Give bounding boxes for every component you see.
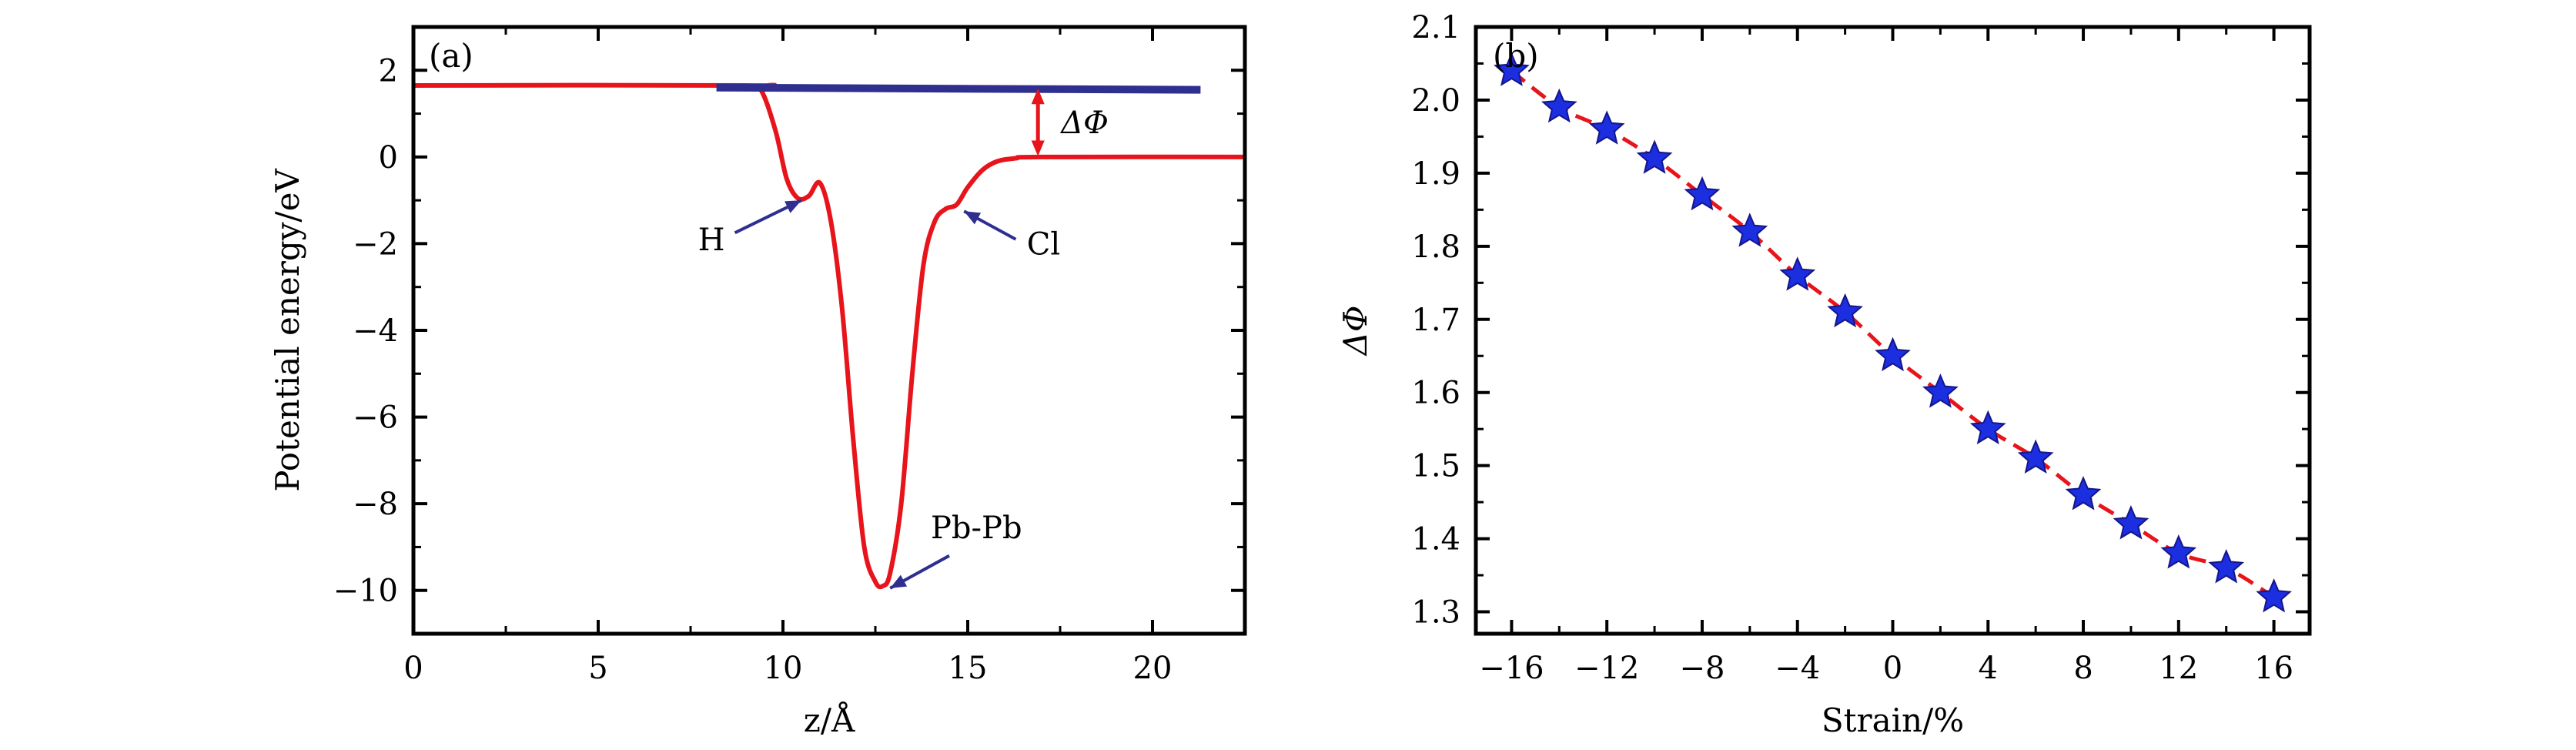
panel-b-x-tick-label: −12 (1574, 651, 1639, 686)
panel-a-y-tick-label: 2 (379, 53, 398, 89)
panel-b-ticks: −16 −12 −8 −4 0 4 8 12 16 1.3 1.4 1.5 1.6 1.7 1.8 1.9 2.… (1411, 10, 2310, 686)
panel-b-star-marker (2017, 439, 2054, 474)
panel-b-star-marker (1494, 52, 1530, 86)
panel-a-x-tick-label: 5 (588, 651, 607, 686)
panel-b-x-tick-label: 0 (1883, 651, 1902, 686)
panel-a-y-tick-label: −4 (353, 313, 398, 349)
panel-b-markers (1494, 52, 2292, 613)
panel-b-star-marker (1636, 139, 1673, 174)
cl-annotation: Cl (1027, 226, 1060, 262)
cl-arrow-head (964, 211, 982, 225)
panel-a-x-tick-label: 15 (948, 651, 988, 686)
panel-b-x-tick-label: −4 (1775, 651, 1820, 686)
panel-a-y-axis-title: Potential energy/eV (269, 169, 306, 492)
panel-b-dashed-curve (1510, 69, 2275, 599)
panel-a-x-tick-label: 10 (764, 651, 803, 686)
panel-b-y-tick-label: 1.6 (1411, 376, 1460, 411)
panel-b-y-tick-label: 1.9 (1411, 156, 1460, 192)
panel-b-y-tick-label: 2.0 (1411, 83, 1460, 119)
panel-b-y-tick-label: 1.7 (1411, 303, 1460, 338)
panel-a-y-tick-label: −2 (353, 226, 398, 262)
pb-pb-arrow-head (890, 574, 908, 588)
panel-b-star-marker (1541, 88, 1577, 123)
panel-b-y-tick-label: 2.1 (1411, 10, 1460, 45)
panel-b-star-marker (2065, 476, 2102, 511)
panel-b-star-marker (1922, 373, 1959, 408)
panel-b-x-tick-label: −16 (1479, 651, 1544, 686)
delta-phi-annotation: ΔΦ (1059, 105, 1109, 141)
panel-a-frame (411, 25, 1247, 636)
panel-b-x-tick-label: 8 (2073, 651, 2093, 686)
panel-b-star-marker (1731, 213, 1768, 247)
h-arrow-head (785, 200, 801, 213)
panel-a-curves (413, 82, 1246, 590)
panel-a-y-tick-label: −8 (353, 487, 398, 522)
panel-b-star-marker (1827, 293, 1863, 328)
panel-b-star-marker (2160, 534, 2197, 569)
panel-b-star-marker (1684, 176, 1721, 211)
panel-a-x-axis-title: z/Å (804, 701, 855, 739)
panel-a-label: (a) (429, 37, 473, 75)
panel-a-annotations: ΔΦ H Cl Pb-Pb (698, 88, 1109, 590)
panel-b-star-marker (1779, 256, 1816, 291)
panel-b-star-marker (2256, 578, 2292, 613)
panel-b-x-tick-label: −8 (1679, 651, 1725, 686)
panel-b-y-tick-label: 1.4 (1411, 522, 1460, 557)
panel-b-y-tick-label: 1.8 (1411, 229, 1460, 265)
panel-b-y-tick-label: 1.5 (1411, 449, 1460, 484)
delta-phi-arrow-head-up (1031, 88, 1045, 105)
delta-phi-arrow-head-down (1031, 140, 1045, 156)
panel-a-x-tick-label: 20 (1133, 651, 1173, 686)
panel-b-star-marker (2113, 505, 2149, 540)
panel-b-star-marker (1969, 410, 2006, 445)
panel-b-x-tick-label: 4 (1979, 651, 1998, 686)
panel-b-x-tick-label: 12 (2159, 651, 2198, 686)
panel-a-x-tick-label: 0 (403, 651, 423, 686)
panel-b-star-marker (2208, 549, 2245, 584)
panel-b: −16 −12 −8 −4 0 4 8 12 16 1.3 1.4 1.5 1.6 1.7 1.8 1.9 2.… (1337, 10, 2312, 739)
panel-b-y-axis-title: ΔΦ (1337, 306, 1374, 357)
panel-b-star-marker (1588, 110, 1625, 145)
panel-b-curves (1510, 69, 2275, 599)
panel-b-star-marker (1875, 336, 1911, 372)
panel-b-label: (b) (1493, 37, 1539, 75)
pb-pb-annotation: Pb-Pb (931, 511, 1022, 546)
panel-a-potential-curve (413, 82, 1246, 590)
panel-a-y-tick-label: 0 (379, 140, 398, 176)
panel-b-y-tick-label: 1.3 (1411, 595, 1460, 631)
panel-b-x-axis-title: Strain/% (1822, 701, 1964, 739)
panel-b-frame (1474, 25, 2312, 636)
panel-a-fermi-level-line (716, 83, 1201, 94)
panel-b-x-tick-label: 16 (2254, 651, 2293, 686)
h-annotation: H (698, 223, 725, 258)
panel-a-y-tick-label: −10 (333, 574, 398, 609)
panel-a-y-tick-label: −6 (353, 400, 398, 436)
